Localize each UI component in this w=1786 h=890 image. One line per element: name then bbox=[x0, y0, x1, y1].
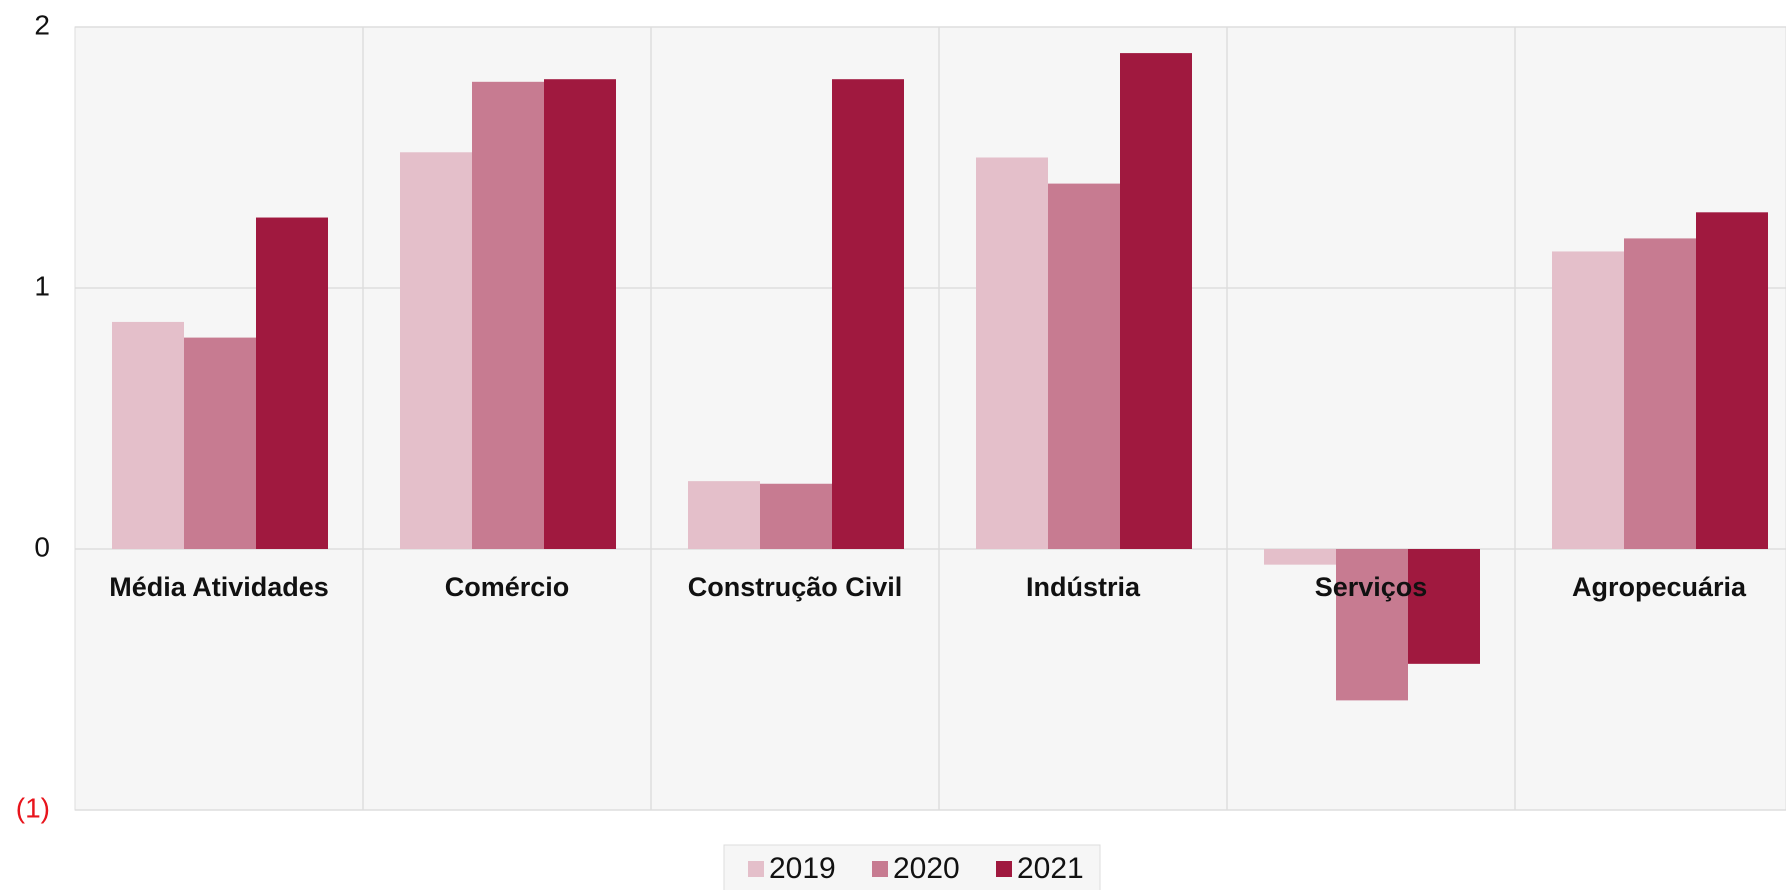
x-tick-label: Agropecuária bbox=[1572, 572, 1747, 602]
bar bbox=[112, 321, 184, 549]
bar bbox=[688, 481, 760, 549]
legend-swatch bbox=[872, 861, 888, 877]
plot-area bbox=[74, 26, 1786, 811]
legend-label: 2019 bbox=[769, 852, 836, 885]
y-tick-label: (1) bbox=[16, 792, 50, 823]
legend-box bbox=[723, 844, 1101, 890]
bar bbox=[400, 152, 472, 549]
legend-label: 2020 bbox=[893, 852, 960, 885]
bar bbox=[976, 157, 1048, 549]
x-tick-label: Construção Civil bbox=[688, 572, 903, 602]
legend-swatch bbox=[748, 861, 764, 877]
bar bbox=[1048, 183, 1120, 549]
y-tick-label: 1 bbox=[34, 270, 50, 301]
x-tick-label: Indústria bbox=[1026, 572, 1141, 602]
bar bbox=[1552, 251, 1624, 549]
bar bbox=[184, 337, 256, 549]
bar bbox=[760, 483, 832, 549]
bar bbox=[1624, 238, 1696, 549]
bar bbox=[1264, 549, 1336, 565]
bar bbox=[472, 81, 544, 549]
bar bbox=[256, 217, 328, 549]
x-tick-label: Média Atividades bbox=[109, 572, 329, 602]
bar bbox=[832, 79, 904, 549]
legend-label: 2021 bbox=[1017, 852, 1084, 885]
bar bbox=[1408, 549, 1480, 664]
legend-swatch bbox=[996, 861, 1012, 877]
bar bbox=[1336, 549, 1408, 701]
y-tick-label: 2 bbox=[34, 9, 50, 40]
x-tick-label: Serviços bbox=[1315, 572, 1428, 602]
bar bbox=[544, 79, 616, 549]
x-tick-label: Comércio bbox=[445, 572, 570, 602]
y-tick-label: 0 bbox=[34, 531, 50, 562]
bar bbox=[1696, 212, 1768, 549]
bar bbox=[1120, 53, 1192, 549]
